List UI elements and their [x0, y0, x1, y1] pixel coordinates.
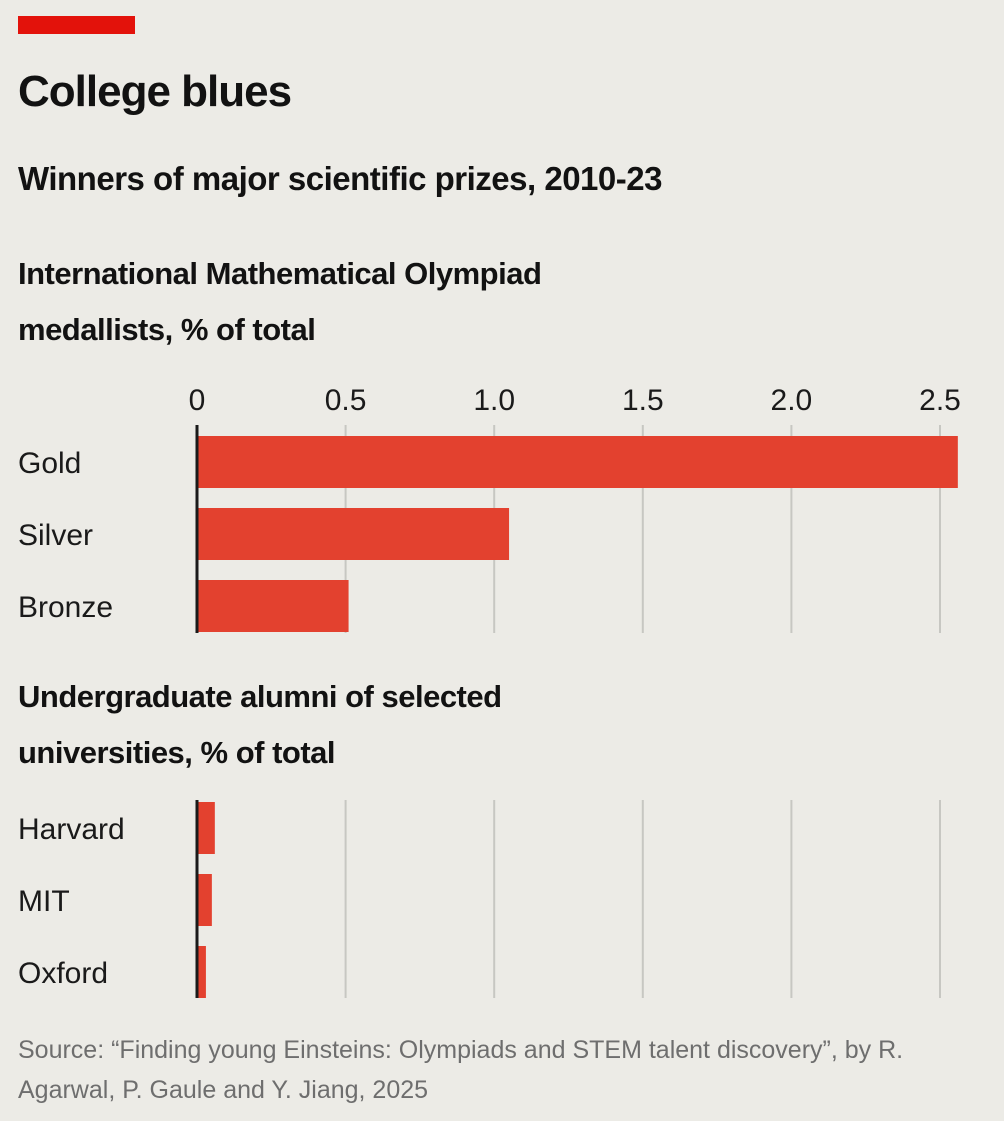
category-label-mit: MIT: [18, 885, 70, 918]
bar-gold: [197, 436, 958, 488]
bar-silver: [197, 508, 510, 560]
x-tick-label: 0.5: [325, 384, 367, 417]
bar-oxford: [197, 946, 206, 998]
panel-title-olympiad: International Mathematical Olympiad meda…: [18, 256, 542, 347]
bar-bronze: [197, 580, 349, 632]
category-label-gold: Gold: [18, 447, 81, 480]
x-tick-label: 1.0: [473, 384, 515, 417]
bar-mit: [197, 874, 212, 926]
chart-subtitle: Winners of major scientific prizes, 2010…: [18, 160, 662, 197]
brand-red-tag: [18, 16, 135, 34]
category-label-bronze: Bronze: [18, 591, 113, 624]
bar-harvard: [197, 802, 215, 854]
x-tick-label: 1.5: [622, 384, 664, 417]
x-tick-label: 2.0: [771, 384, 813, 417]
x-tick-label: 2.5: [919, 384, 961, 417]
category-label-harvard: Harvard: [18, 813, 125, 846]
panel-title-universities: Undergraduate alumni of selected univers…: [18, 679, 502, 770]
source-note: Source: “Finding young Einsteins: Olympi…: [18, 1036, 904, 1104]
category-label-silver: Silver: [18, 519, 93, 552]
chart-title: College blues: [18, 67, 292, 116]
category-label-oxford: Oxford: [18, 957, 108, 990]
x-tick-label: 0: [189, 384, 206, 417]
